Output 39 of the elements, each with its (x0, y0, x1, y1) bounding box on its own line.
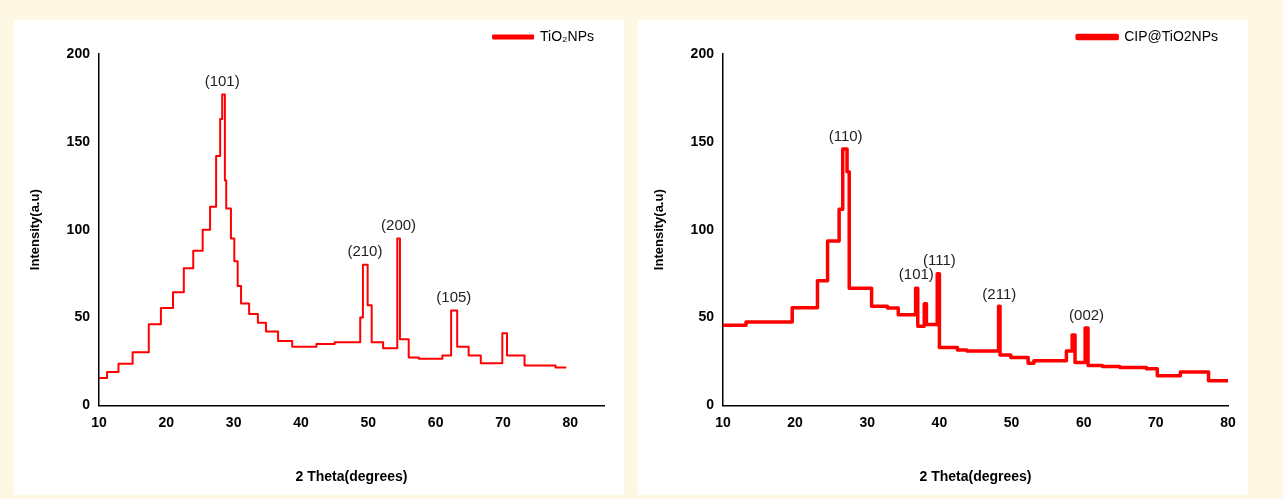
x-tick-label: 50 (1003, 413, 1020, 430)
x-tick-label: 40 (293, 413, 309, 430)
y-tick-label: 50 (74, 308, 91, 325)
x-tick-label: 10 (715, 413, 731, 430)
x-tick-label: 20 (158, 413, 175, 430)
annotation: (211) (982, 284, 1017, 302)
x-tick-label: 60 (1075, 413, 1092, 430)
annotation: (105) (436, 288, 472, 306)
x-tick-label: 70 (495, 413, 511, 430)
x-tick-label: 10 (91, 413, 107, 430)
annotation: (101) (204, 72, 240, 90)
x-tick-label: 50 (360, 413, 377, 430)
x-axis-title: 2 Theta(degrees) (919, 468, 1032, 485)
x-tick-label: 30 (225, 413, 242, 430)
legend-label: CIP@TiO2NPs (1124, 27, 1219, 44)
y-tick-label: 200 (66, 44, 91, 61)
x-tick-label: 40 (931, 413, 948, 430)
legend-label: TiO₂NPs (540, 27, 595, 44)
y-tick-label: 150 (66, 132, 91, 149)
y-tick-label: 0 (706, 396, 715, 413)
x-tick-label: 70 (1148, 413, 1164, 430)
y-tick-label: 100 (66, 220, 91, 237)
annotation: (002) (1069, 305, 1105, 323)
annotation: (210) (347, 242, 383, 260)
y-tick-label: 100 (690, 220, 715, 237)
annotation: (200) (381, 216, 417, 234)
x-tick-label: 20 (787, 413, 804, 430)
x-tick-label: 60 (427, 413, 444, 430)
x-tick-label: 80 (1220, 413, 1236, 430)
y-axis-title: Intensity(a.u) (27, 189, 43, 271)
x-tick-label: 80 (562, 413, 579, 430)
y-tick-label: 0 (82, 396, 91, 413)
x-tick-label: 30 (859, 413, 876, 430)
y-tick-label: 200 (690, 44, 715, 61)
y-tick-label: 50 (698, 308, 715, 325)
y-tick-label: 150 (690, 132, 715, 149)
y-axis-title: Intensity(a.u) (651, 189, 667, 271)
x-axis-title: 2 Theta(degrees) (295, 468, 408, 485)
annotation: (110) (828, 126, 863, 144)
